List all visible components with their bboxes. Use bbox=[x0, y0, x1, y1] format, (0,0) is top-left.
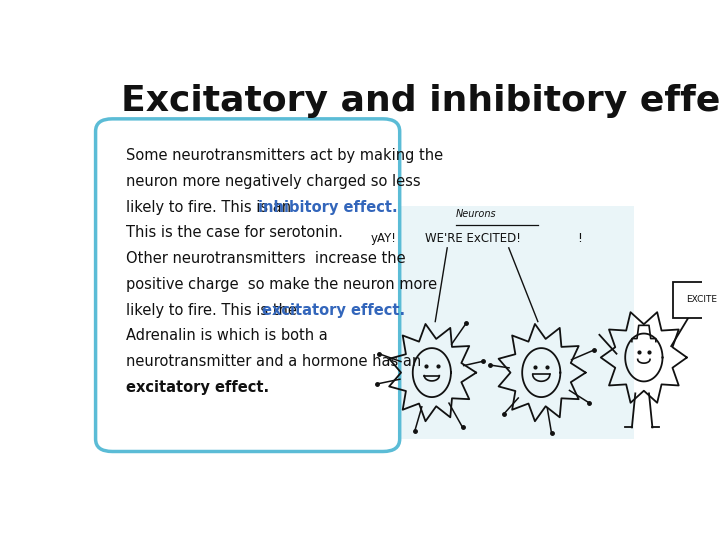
Text: likely to fire. This is the: likely to fire. This is the bbox=[126, 302, 302, 318]
Text: excitatory effect.: excitatory effect. bbox=[126, 380, 269, 395]
FancyBboxPatch shape bbox=[369, 206, 634, 439]
Text: inhibitory effect.: inhibitory effect. bbox=[258, 199, 397, 214]
Text: Excitatory and inhibitory effects: Excitatory and inhibitory effects bbox=[121, 84, 720, 118]
Text: excitatory effect.: excitatory effect. bbox=[262, 302, 405, 318]
Text: Some neurotransmitters act by making the: Some neurotransmitters act by making the bbox=[126, 148, 444, 163]
Text: This is the case for serotonin.: This is the case for serotonin. bbox=[126, 225, 343, 240]
Text: neurotransmitter and a hormone has an: neurotransmitter and a hormone has an bbox=[126, 354, 421, 369]
Text: neuron more negatively charged so less: neuron more negatively charged so less bbox=[126, 174, 421, 189]
FancyBboxPatch shape bbox=[673, 282, 720, 318]
FancyBboxPatch shape bbox=[96, 119, 400, 451]
Text: Adrenalin is which is both a: Adrenalin is which is both a bbox=[126, 328, 328, 343]
Text: !: ! bbox=[577, 232, 582, 245]
Text: Other neurotransmitters  increase the: Other neurotransmitters increase the bbox=[126, 251, 406, 266]
Text: yAY!: yAY! bbox=[370, 232, 396, 245]
Text: EXCITE: EXCITE bbox=[686, 295, 718, 304]
Text: likely to fire. This is an: likely to fire. This is an bbox=[126, 199, 296, 214]
Text: WE'RE ExCITED!: WE'RE ExCITED! bbox=[425, 232, 521, 245]
Text: Neurons: Neurons bbox=[456, 209, 496, 219]
Text: positive charge  so make the neuron more: positive charge so make the neuron more bbox=[126, 277, 437, 292]
